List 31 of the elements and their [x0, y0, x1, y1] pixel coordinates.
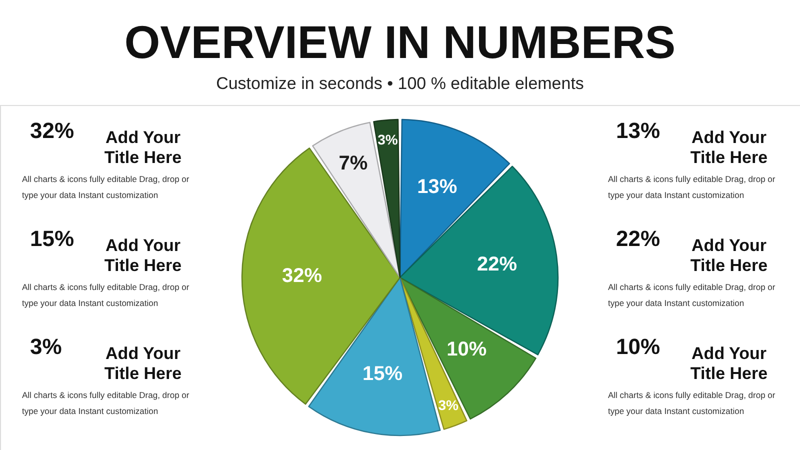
- data-label: 7%: [338, 152, 368, 174]
- chart-title: OVERVIEW IN NUMBERS: [124, 16, 676, 68]
- text: 13%: [616, 118, 660, 143]
- text: All charts & icons fully editable Drag, drop or type your data Instant customization: [608, 282, 776, 308]
- text: All charts & icons fully editable Drag, drop or type your data Instant customization: [608, 390, 776, 416]
- text: 22%: [616, 226, 660, 251]
- text: Add Your Title Here: [690, 344, 768, 383]
- text: Add Your Title Here: [104, 344, 182, 383]
- pie-slice: [242, 147, 401, 405]
- text: Add Your Title Here: [104, 128, 182, 167]
- pie-slice: [373, 118, 401, 278]
- text: Add Your Title Here: [104, 236, 182, 275]
- text: 3%: [30, 334, 62, 359]
- data-label: 3%: [438, 397, 459, 414]
- data-label: 15%: [362, 362, 403, 385]
- pie-slice: [399, 166, 559, 356]
- text: All charts & icons fully editable Drag, drop or type your data Instant customization: [608, 174, 776, 200]
- text: 32%: [30, 118, 74, 143]
- text: All charts & icons fully editable Drag, drop or type your data Instant customization: [22, 282, 190, 308]
- data-label: 32%: [282, 265, 322, 288]
- text: All charts & icons fully editable Drag, drop or type your data Instant customization: [22, 174, 190, 200]
- data-label: 3%: [378, 132, 398, 148]
- data-label: 10%: [446, 338, 487, 360]
- chart-subtitle: Customize in seconds • 100 % editable elements: [216, 74, 584, 93]
- text: Add Your Title Here: [690, 128, 768, 167]
- text: All charts & icons fully editable Drag, drop or type your data Instant customization: [22, 390, 190, 416]
- data-label: 13%: [417, 176, 458, 198]
- data-label: 22%: [477, 253, 518, 276]
- text: 10%: [616, 334, 660, 359]
- text: Add Your Title Here: [690, 236, 768, 275]
- text: 15%: [30, 226, 74, 251]
